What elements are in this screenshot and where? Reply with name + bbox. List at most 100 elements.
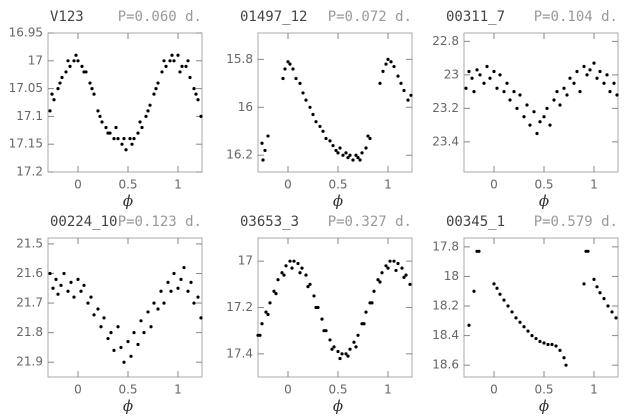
data-point (308, 105, 312, 109)
data-point (260, 141, 264, 145)
data-point (56, 87, 60, 91)
data-point (308, 282, 312, 286)
data-point (281, 76, 285, 81)
data-point (402, 88, 406, 93)
data-point (136, 342, 140, 347)
data-point (351, 158, 355, 162)
y-tick-label: 15.8 (226, 52, 253, 66)
data-point (582, 282, 586, 286)
x-tick-label: 0.5 (328, 383, 347, 397)
data-point (80, 64, 84, 68)
data-point (565, 93, 569, 97)
data-point (66, 59, 70, 63)
x-tick-label: 0 (74, 178, 82, 192)
y-tick-label: 17.15 (9, 137, 43, 151)
data-point (69, 280, 73, 284)
data-point (280, 271, 284, 275)
data-point (538, 339, 542, 344)
data-point (602, 297, 606, 301)
data-point (328, 338, 332, 342)
data-point (360, 151, 364, 155)
data-point (68, 64, 72, 68)
data-point (50, 92, 54, 96)
data-point (492, 69, 496, 74)
data-point (196, 295, 200, 299)
data-point (314, 305, 318, 310)
data-point (104, 125, 108, 130)
data-point (130, 142, 134, 146)
data-point (146, 109, 150, 113)
data-point (506, 304, 510, 308)
data-point (159, 289, 163, 293)
data-point (196, 98, 200, 102)
data-point (346, 156, 350, 160)
data-point (98, 114, 102, 118)
data-point (156, 307, 160, 311)
data-point (54, 277, 58, 282)
data-point (116, 137, 120, 141)
data-point (274, 292, 278, 296)
y-tick-label: 23.4 (432, 134, 459, 148)
data-point (328, 139, 332, 143)
panel-title: 00311_7 (446, 9, 505, 25)
data-point (186, 289, 190, 293)
data-point (304, 273, 308, 277)
plot-frame (47, 32, 203, 173)
y-tick-label: 17.2 (226, 300, 253, 314)
data-point (109, 331, 113, 335)
panel-title: 00345_1 (446, 214, 505, 230)
data-point (179, 277, 183, 282)
data-point (189, 280, 193, 284)
data-point (548, 123, 552, 127)
data-point (176, 53, 180, 57)
data-point (352, 340, 356, 344)
data-point (162, 301, 166, 305)
data-point (595, 76, 599, 80)
data-point (192, 301, 196, 305)
data-point (396, 74, 400, 78)
panel-period: P=0.327 d. (328, 214, 412, 230)
x-tick-label: 0.5 (534, 383, 553, 397)
panel-period: P=0.072 d. (328, 9, 412, 25)
data-point (478, 73, 482, 77)
data-point (112, 137, 116, 141)
data-point (605, 73, 609, 77)
data-point (128, 137, 132, 141)
y-tick-label: 21.6 (16, 266, 43, 280)
data-point (148, 103, 152, 107)
data-point (530, 333, 534, 338)
data-point (348, 347, 352, 351)
data-point (124, 148, 128, 152)
data-point (578, 90, 582, 94)
data-point (51, 286, 55, 290)
x-tick-label: 1 (174, 178, 182, 192)
data-point (612, 81, 616, 85)
data-point (364, 310, 368, 314)
data-point (264, 310, 268, 314)
data-point (376, 278, 380, 282)
data-point (472, 90, 476, 94)
data-point (168, 59, 172, 63)
data-point (138, 120, 142, 124)
data-point (366, 134, 370, 138)
data-point (542, 115, 546, 119)
data-point (334, 148, 338, 153)
data-point (522, 325, 526, 329)
data-point (114, 125, 118, 130)
y-tick-label: 22.8 (432, 34, 459, 48)
data-point (136, 131, 140, 135)
data-point (508, 98, 512, 102)
y-tick-label: 17.8 (432, 239, 459, 253)
data-point (112, 348, 116, 352)
data-point (572, 81, 576, 85)
data-point (156, 81, 160, 85)
data-point (588, 68, 592, 72)
x-axis-label: ϕ (123, 397, 133, 415)
y-tick-label: 17 (238, 254, 253, 268)
data-point (263, 148, 267, 153)
data-point (292, 259, 296, 263)
x-tick-label: 0 (74, 383, 82, 397)
data-point (532, 110, 536, 114)
y-tick-label: 16.2 (226, 148, 253, 162)
data-point (90, 87, 94, 91)
